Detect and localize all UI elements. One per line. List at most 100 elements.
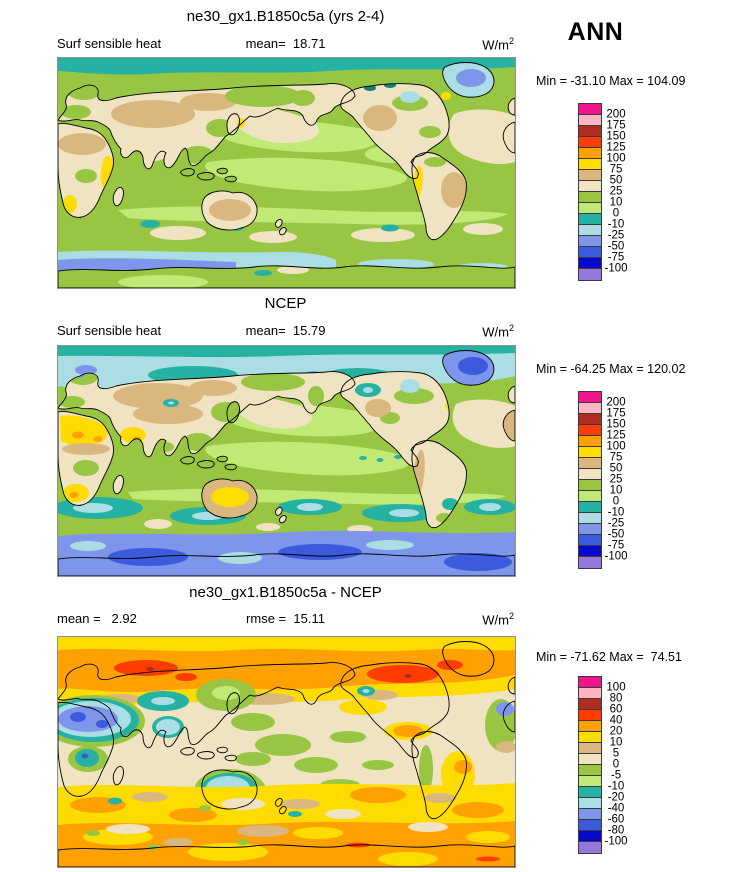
colorbar-swatch [579, 214, 601, 225]
obs-map [57, 345, 516, 577]
model-title: ne30_gx1.B1850c5a (yrs 2-4) [186, 8, 385, 25]
model-map [57, 57, 516, 289]
colorbar-label: 125 [606, 141, 626, 154]
colorbar-swatch [579, 721, 601, 732]
mean-value: mean = 2.92 [57, 611, 137, 626]
colorbar-label: -100 [604, 262, 628, 275]
colorbar-label: -100 [604, 550, 628, 563]
colorbar-label: 200 [606, 108, 626, 121]
colorbar-swatch [579, 258, 601, 269]
colorbar-swatch [579, 436, 601, 447]
diff-stats-row: mean = 2.92 rmse = 15.11 W/m2 [57, 611, 514, 627]
obs-stats-row: Surf sensible heat mean= 15.79 W/m2 [57, 323, 514, 339]
colorbar-swatch [579, 269, 601, 280]
colorbar-swatch [579, 787, 601, 798]
diff-colorbar [578, 676, 602, 854]
colorbar-swatch [579, 820, 601, 831]
colorbar-swatch [579, 776, 601, 787]
colorbar-label: -100 [604, 835, 628, 848]
colorbar-swatch [579, 414, 601, 425]
diff-title: ne30_gx1.B1850c5a - NCEP [189, 584, 382, 601]
colorbar-swatch [579, 842, 601, 853]
colorbar-label: 0 [612, 758, 620, 771]
colorbar-label: 10 [609, 736, 623, 749]
colorbar-label: -25 [607, 229, 625, 242]
colorbar-label: 75 [609, 163, 623, 176]
obs-minmax: Min = -64.25 Max = 120.02 [536, 362, 686, 376]
units-label: W/m2 [482, 36, 514, 53]
colorbar-swatch [579, 126, 601, 137]
colorbar-swatch [579, 831, 601, 842]
colorbar-label: 75 [609, 451, 623, 464]
model-stats-row: Surf sensible heat mean= 18.71 W/m2 [57, 36, 514, 52]
model-minmax: Min = -31.10 Max = 104.09 [536, 74, 686, 88]
colorbar-swatch [579, 699, 601, 710]
colorbar-swatch [579, 513, 601, 524]
colorbar-label: 125 [606, 429, 626, 442]
colorbar-label: 60 [609, 703, 623, 716]
colorbar-swatch [579, 104, 601, 115]
colorbar-label: 0 [612, 207, 620, 220]
colorbar-label: 150 [606, 418, 626, 431]
obs-colorbar [578, 391, 602, 569]
obs-title: NCEP [264, 295, 307, 312]
colorbar-label: 50 [609, 462, 623, 475]
colorbar-swatch [579, 710, 601, 721]
colorbar-swatch [579, 798, 601, 809]
colorbar-swatch [579, 458, 601, 469]
colorbar-label: 100 [606, 440, 626, 453]
colorbar-swatch [579, 403, 601, 414]
colorbar-swatch [579, 137, 601, 148]
obs-colorbar-labels: 200 175 150 125 100 75 50 25 10 0 -10 -25 -50 -75 -100 [602, 392, 630, 570]
colorbar-label: -60 [607, 813, 625, 826]
colorbar-label: 80 [609, 692, 623, 705]
colorbar-label: 10 [609, 484, 623, 497]
colorbar-label: -5 [610, 769, 622, 782]
colorbar-swatch [579, 809, 601, 820]
units-label: W/m2 [482, 323, 514, 340]
colorbar-swatch [579, 754, 601, 765]
colorbar-label: -40 [607, 802, 625, 815]
colorbar-swatch [579, 765, 601, 776]
colorbar-label: 150 [606, 130, 626, 143]
colorbar-label: -10 [607, 780, 625, 793]
mean-value: mean= 15.79 [245, 323, 326, 338]
diff-minmax: Min = -71.62 Max = 74.51 [536, 650, 682, 664]
diff-map-svg [58, 637, 515, 867]
colorbar-label: 100 [606, 152, 626, 165]
colorbar-swatch [579, 743, 601, 754]
colorbar-swatch [579, 392, 601, 403]
colorbar-label: -50 [607, 528, 625, 541]
colorbar-label: 25 [609, 473, 623, 486]
colorbar-swatch [579, 203, 601, 214]
colorbar-swatch [579, 491, 601, 502]
colorbar-label: 175 [606, 119, 626, 132]
colorbar-swatch [579, 115, 601, 126]
units-label: W/m2 [482, 611, 514, 628]
colorbar-label: -50 [607, 240, 625, 253]
model-colorbar [578, 103, 602, 281]
colorbar-swatch [579, 425, 601, 436]
colorbar-swatch [579, 535, 601, 546]
colorbar-label: -75 [607, 539, 625, 552]
colorbar-label: 175 [606, 407, 626, 420]
colorbar-label: -10 [607, 506, 625, 519]
colorbar-label: 100 [606, 681, 626, 694]
colorbar-label: -20 [607, 791, 625, 804]
model-colorbar-labels: 200 175 150 125 100 75 50 25 10 0 -10 -25 -50 -75 -100 [602, 104, 630, 282]
obs-map-svg [58, 346, 515, 576]
colorbar-label: -25 [607, 517, 625, 530]
colorbar-swatch [579, 524, 601, 535]
colorbar-swatch [579, 447, 601, 458]
colorbar-swatch [579, 732, 601, 743]
colorbar-label: -80 [607, 824, 625, 837]
colorbar-swatch [579, 192, 601, 203]
variable-label: Surf sensible heat [57, 36, 162, 51]
colorbar-label: 5 [612, 747, 620, 760]
colorbar-swatch [579, 688, 601, 699]
colorbar-label: 50 [609, 174, 623, 187]
model-map-svg [58, 58, 515, 288]
colorbar-label: 40 [609, 714, 623, 727]
colorbar-swatch [579, 247, 601, 258]
